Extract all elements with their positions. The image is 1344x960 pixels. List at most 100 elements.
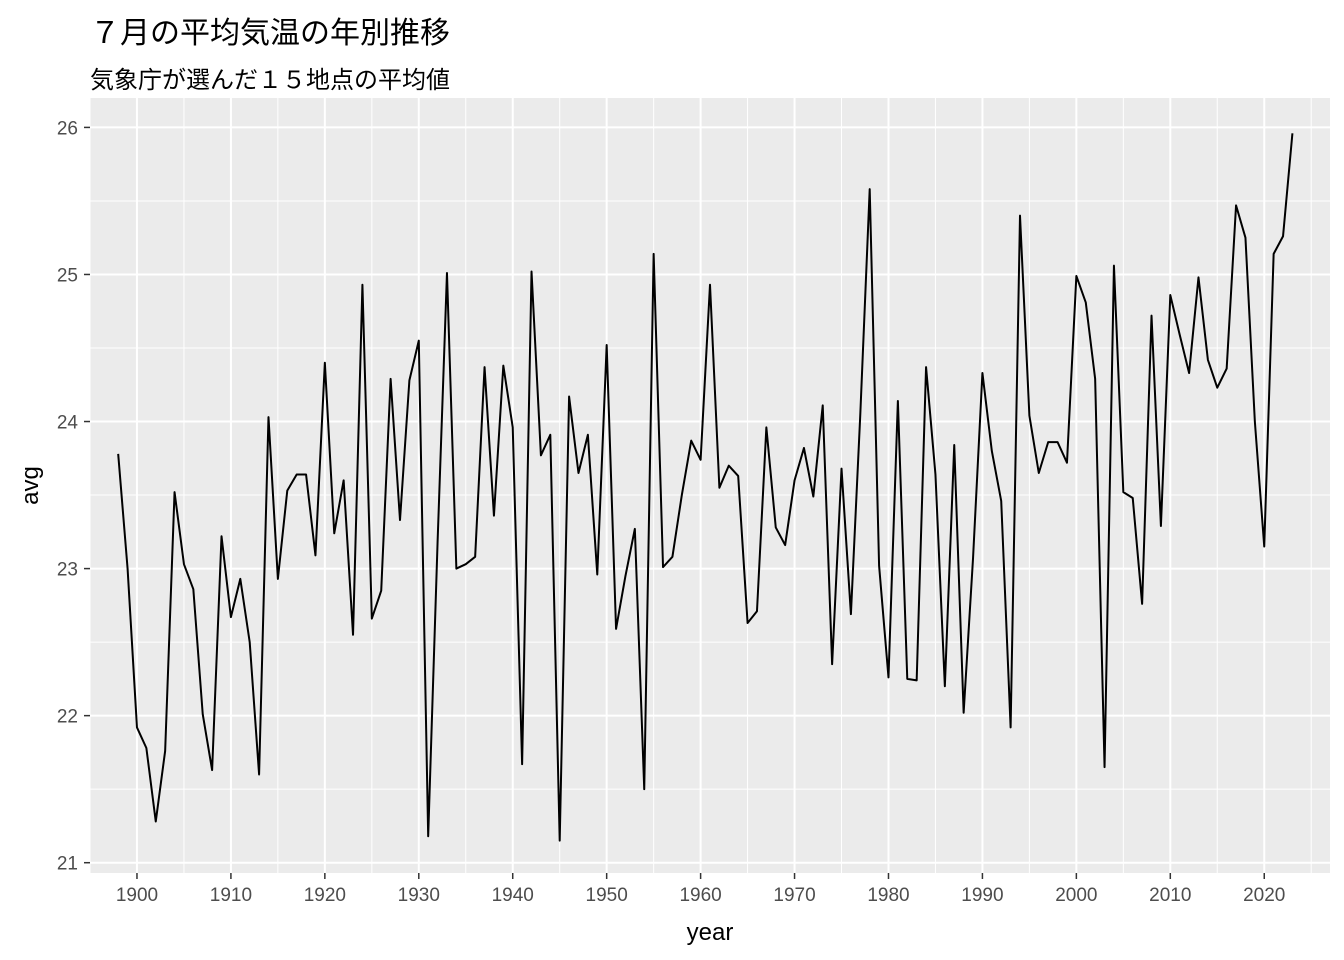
data-point <box>1207 359 1209 361</box>
data-point <box>728 465 730 467</box>
data-point <box>934 473 936 475</box>
data-point <box>239 578 241 580</box>
data-point <box>1244 237 1246 239</box>
series-line <box>117 133 1294 842</box>
plot-panel <box>90 98 1330 873</box>
data-point <box>878 565 880 567</box>
data-point <box>249 641 251 643</box>
data-point <box>925 366 927 368</box>
data-point <box>606 344 608 346</box>
data-point <box>427 835 429 837</box>
data-point <box>1188 372 1190 374</box>
data-point <box>568 396 570 398</box>
data-point <box>1151 315 1153 317</box>
y-tick-label: 26 <box>57 118 78 139</box>
data-point <box>587 434 589 436</box>
data-point <box>1141 603 1143 605</box>
data-point <box>794 479 796 481</box>
data-point <box>756 610 758 612</box>
x-tick-label: 1970 <box>773 885 815 906</box>
data-point <box>192 588 194 590</box>
x-tick-label: 2020 <box>1243 885 1285 906</box>
data-point <box>361 284 363 286</box>
data-point <box>493 515 495 517</box>
data-point <box>1094 378 1096 380</box>
data-point <box>474 556 476 558</box>
data-point <box>455 568 457 570</box>
data-point <box>390 378 392 380</box>
data-point <box>981 372 983 374</box>
y-tick-label: 21 <box>57 854 78 875</box>
data-point <box>681 494 683 496</box>
data-point <box>775 526 777 528</box>
data-point <box>399 519 401 521</box>
data-point <box>1169 294 1171 296</box>
data-point <box>314 554 316 556</box>
data-point <box>1263 546 1265 548</box>
data-point <box>343 479 345 481</box>
data-point <box>944 685 946 687</box>
data-point <box>897 400 899 402</box>
x-tick-label: 1940 <box>492 885 534 906</box>
data-point <box>408 379 410 381</box>
data-point <box>267 416 269 418</box>
data-point <box>352 634 354 636</box>
x-tick-label: 1990 <box>961 885 1003 906</box>
data-point <box>615 628 617 630</box>
data-point <box>183 563 185 565</box>
data-point <box>803 447 805 449</box>
data-point <box>512 426 514 428</box>
data-point <box>747 622 749 624</box>
data-point <box>1038 472 1040 474</box>
data-point <box>765 426 767 428</box>
data-point <box>1197 276 1199 278</box>
x-tick-label: 1980 <box>867 885 909 906</box>
data-point <box>286 490 288 492</box>
data-point <box>371 618 373 620</box>
data-point <box>1047 441 1049 443</box>
data-point <box>1160 525 1162 527</box>
data-point <box>1216 387 1218 389</box>
data-point <box>136 726 138 728</box>
data-point <box>1132 497 1134 499</box>
chart-subtitle: 気象庁が選んだ１５地点の平均値 <box>90 66 450 94</box>
x-tick-label: 1930 <box>398 885 440 906</box>
data-point <box>963 712 965 714</box>
data-point <box>1010 726 1012 728</box>
data-point <box>1085 301 1087 303</box>
data-point <box>1122 491 1124 493</box>
x-tick-label: 2000 <box>1055 885 1097 906</box>
y-tick-label: 24 <box>57 413 79 434</box>
data-point <box>1066 462 1068 464</box>
data-point <box>1000 500 1002 502</box>
data-point <box>709 284 711 286</box>
data-point <box>831 663 833 665</box>
data-point <box>484 366 486 368</box>
data-point <box>145 747 147 749</box>
data-point <box>972 557 974 559</box>
data-point <box>540 454 542 456</box>
x-tick-label: 1920 <box>304 885 346 906</box>
y-axis: 21 22 23 24 25 26 <box>57 118 90 875</box>
y-tick-label: 22 <box>57 707 78 728</box>
data-point <box>1028 415 1030 417</box>
data-point <box>1226 368 1228 370</box>
data-point <box>1254 421 1256 423</box>
major-gridlines <box>90 98 1330 873</box>
data-point <box>869 188 871 190</box>
x-axis-title: year <box>687 919 734 946</box>
data-point <box>624 575 626 577</box>
data-point <box>1282 235 1284 237</box>
data-point <box>502 365 504 367</box>
data-point <box>277 578 279 580</box>
data-point <box>1019 215 1021 217</box>
data-point <box>117 453 119 455</box>
x-tick-label: 1900 <box>116 885 158 906</box>
data-point <box>324 362 326 364</box>
data-point <box>258 773 260 775</box>
data-point <box>446 272 448 274</box>
data-point <box>380 590 382 592</box>
data-point <box>333 532 335 534</box>
data-point <box>221 535 223 537</box>
